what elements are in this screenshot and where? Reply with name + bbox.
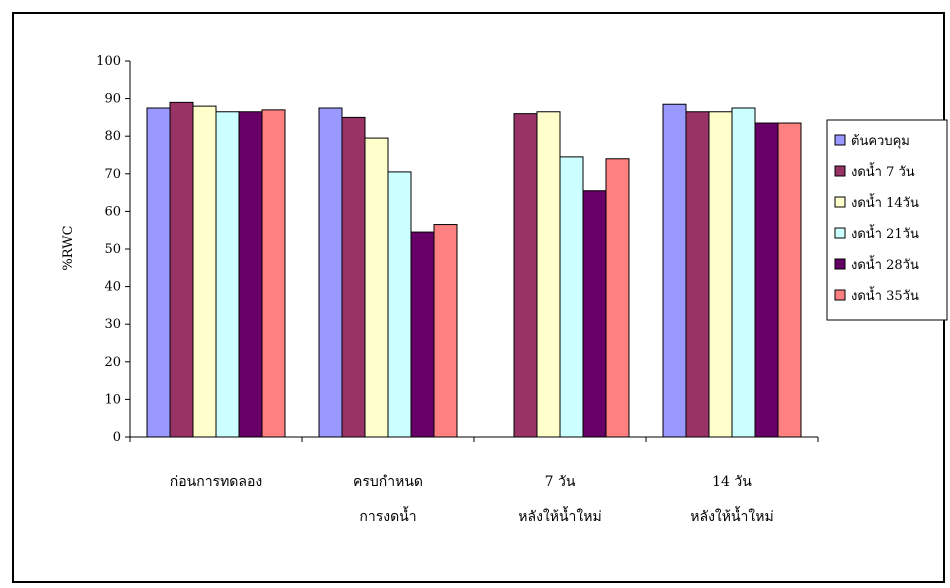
x-category-label: หลังให้น้ำใหม่ [518, 506, 601, 525]
bar [662, 103, 687, 438]
legend-item-label: ต้นควบคุม [851, 134, 910, 149]
bar [536, 111, 561, 438]
bars-group [146, 101, 802, 438]
bar [582, 190, 607, 438]
x-category-label: ครบกำหนด [353, 474, 423, 490]
bar [238, 111, 263, 438]
x-category-label: ก่อนการทดลอง [170, 474, 262, 490]
legend-box [826, 119, 948, 321]
bar [364, 137, 389, 438]
y-tick-label: 100 [96, 54, 121, 69]
bar [559, 156, 584, 438]
bar [410, 231, 435, 438]
x-category-label: 14 วัน [712, 474, 752, 490]
legend-item-label: งดน้ำ 7 วัน [851, 162, 915, 180]
bar [261, 109, 286, 438]
y-tick-label: 10 [104, 392, 121, 407]
legend-item-label: งดน้ำ 35วัน [851, 286, 919, 304]
bar [731, 107, 756, 438]
y-tick-label: 0 [113, 430, 121, 445]
y-tick-label: 80 [104, 129, 121, 144]
y-tick-label: 60 [104, 204, 121, 219]
legend-item-label: งดน้ำ 21วัน [851, 224, 919, 242]
bar [708, 111, 733, 438]
bar [169, 101, 194, 438]
bar [387, 171, 412, 438]
y-tick-label: 40 [104, 280, 121, 295]
bar [513, 113, 538, 438]
legend-swatch [834, 289, 846, 301]
bar [777, 122, 802, 438]
bar [433, 224, 458, 438]
bar [605, 158, 630, 438]
bar [754, 122, 779, 438]
y-tick-label: 90 [104, 92, 121, 107]
bar [146, 107, 171, 438]
y-tick-label: 30 [104, 317, 121, 332]
x-category-label: หลังให้น้ำใหม่ [690, 506, 773, 525]
legend-swatch [834, 134, 846, 146]
bar [318, 107, 343, 438]
x-category-label: 7 วัน [545, 474, 576, 490]
axes-group: 0 10 20 30 40 50 60 70 80 90 100 ก่อนการทดลอง ครบกำห… [96, 54, 819, 525]
legend-swatch [834, 227, 846, 239]
bar [341, 116, 366, 438]
x-category-label: การงดน้ำ [359, 506, 416, 525]
y-tick-label: 50 [104, 242, 121, 257]
legend-item-label: งดน้ำ 14วัน [851, 193, 919, 211]
y-tick-label: 20 [104, 355, 121, 370]
bar [192, 105, 217, 438]
legend-swatch [834, 165, 846, 177]
y-tick-label: 70 [104, 167, 121, 182]
bar [215, 111, 240, 438]
legend-swatch [834, 196, 846, 208]
y-axis-label: %RWC [61, 225, 76, 270]
legend-item-label: งดน้ำ 28วัน [851, 255, 919, 273]
bar [685, 111, 710, 438]
legend-swatch [834, 258, 846, 270]
